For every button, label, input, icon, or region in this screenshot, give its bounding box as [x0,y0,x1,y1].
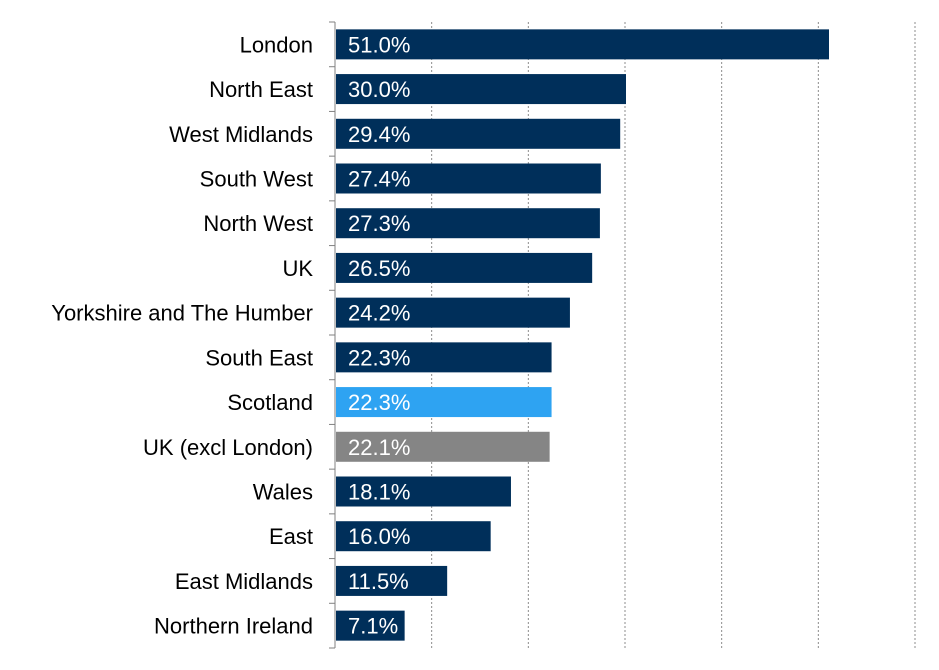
bar-6 [336,297,570,328]
data-label: 7.1% [348,614,398,639]
bar-5 [336,252,593,283]
data-label: 22.3% [348,390,410,415]
bar-1 [336,74,626,105]
bar-10 [336,476,511,507]
category-label: Northern Ireland [154,614,313,639]
category-label: North East [209,77,313,102]
category-label: North West [203,211,313,236]
data-label: 16.0% [348,524,410,549]
category-label: West Midlands [169,122,313,147]
data-label: 51.0% [348,32,410,57]
data-label: 27.4% [348,167,410,192]
data-label: 11.5% [348,569,409,594]
category-label: Scotland [227,390,313,415]
bar-11 [336,521,491,552]
category-labels: London North East West Midlands South West N… [51,32,313,638]
data-labels: 51.0% 30.0% 29.4% 27.4% 27.3% 26.5% 24.2% 22.3%… [348,32,410,638]
category-label: South West [200,167,313,192]
gridlines [431,22,916,648]
data-label: 26.5% [348,256,410,281]
data-label: 22.3% [348,345,410,370]
bar-12 [336,565,448,596]
category-label: East [269,524,313,549]
data-label: 18.1% [348,480,410,505]
category-label: UK [282,256,313,281]
bar-3 [336,163,601,194]
data-label: 29.4% [348,122,410,147]
bar-8 [336,387,552,418]
bars [336,29,829,641]
bar-4 [336,208,600,239]
category-label: East Midlands [175,569,313,594]
data-label: 27.3% [348,211,410,236]
category-label: Yorkshire and The Humber [51,301,313,326]
category-label: Wales [253,480,313,505]
category-label: UK (excl London) [143,435,313,460]
bar-2 [336,118,621,149]
bar-0 [336,29,829,60]
data-label: 30.0% [348,77,410,102]
data-label: 22.1% [348,435,410,460]
bar-9 [336,431,550,462]
category-label: South East [205,345,313,370]
category-label: London [240,32,313,57]
bar-7 [336,342,552,373]
data-label: 24.2% [348,301,410,326]
bar-13 [336,610,405,641]
category-axis [329,21,336,649]
